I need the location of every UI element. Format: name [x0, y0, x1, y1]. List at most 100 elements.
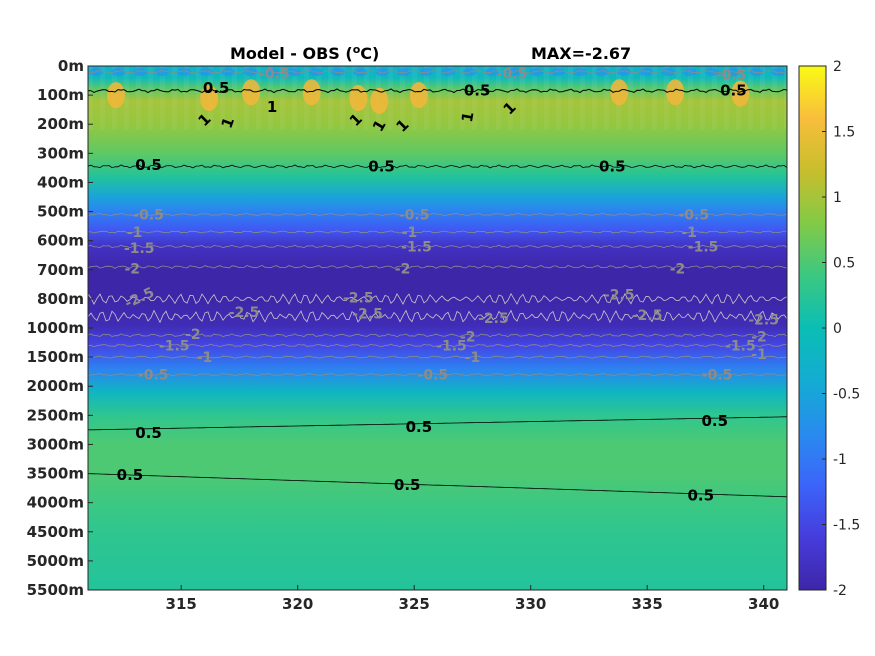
- field-streak: [268, 66, 273, 131]
- y-tick-label: 300m: [37, 144, 84, 162]
- plot-area: 0.5 0.5 0.511 1 1 1 1 1 10.5 0.5 0.5-0.5 -0.5 -0.5-0…: [87, 65, 788, 591]
- contour-label: -1.5: [124, 241, 155, 257]
- contour-label: -1: [465, 350, 481, 366]
- max-label: MAX=-2.67: [531, 44, 631, 63]
- surface-cell: [573, 68, 587, 76]
- y-tick-label: 100m: [37, 86, 84, 104]
- contour-label: 0.5: [688, 486, 715, 504]
- contour-lines: [88, 69, 787, 498]
- field-streak: [148, 66, 153, 131]
- field-streak: [436, 66, 441, 131]
- field-streak: [496, 66, 501, 131]
- colorbar-tick-label: 0.5: [833, 256, 855, 272]
- contour-label: -2: [670, 261, 686, 277]
- field-streak: [652, 66, 657, 131]
- field-streak: [580, 66, 585, 131]
- surface-cell: [419, 68, 433, 76]
- contour-label: -1.5: [725, 338, 756, 354]
- warm-anomaly: [666, 79, 685, 106]
- contour-line: [88, 355, 787, 359]
- field-streak: [760, 66, 765, 131]
- contour-line: [88, 309, 787, 324]
- field-streak: [712, 66, 717, 131]
- contour-label: -2.5: [343, 290, 374, 306]
- surface-cell: [639, 68, 653, 76]
- y-tick-label: 4000m: [27, 494, 84, 512]
- y-tick-label: 1000m: [27, 319, 84, 337]
- contour-label: -1.5: [159, 338, 190, 354]
- y-tick-label: 600m: [37, 232, 84, 250]
- field-streak: [640, 66, 645, 131]
- heatmap-field: [88, 66, 787, 590]
- warm-anomaly: [610, 79, 629, 106]
- contour-line: [88, 230, 787, 234]
- field-streak: [628, 66, 633, 131]
- contour-label: 0.5: [203, 79, 230, 97]
- contour-label: 1: [267, 98, 277, 116]
- surface-cell: [155, 68, 169, 76]
- y-tick-label: 5000m: [27, 552, 84, 570]
- field-streak: [160, 66, 165, 131]
- contour-label: -2.5: [478, 311, 509, 327]
- field-streak: [568, 66, 573, 131]
- surface-cell: [353, 68, 367, 76]
- field-streak: [532, 66, 537, 131]
- contour-line: [88, 473, 787, 498]
- contour-label: 0.5: [117, 466, 144, 484]
- field-streak: [508, 66, 513, 131]
- field-streak: [172, 66, 177, 131]
- contour-label: -0.5: [716, 68, 747, 84]
- x-tick-label: 335: [632, 595, 663, 613]
- field-streak: [460, 66, 465, 131]
- contour-label: -1: [127, 225, 143, 241]
- warm-anomaly: [370, 87, 389, 114]
- contour-label: -2: [395, 261, 411, 277]
- contour-label: 0.5: [135, 156, 162, 174]
- contour-label: -0.5: [138, 368, 169, 384]
- y-tick-label: 5500m: [27, 581, 84, 599]
- y-tick-label: 2500m: [27, 406, 84, 424]
- x-tick-label: 325: [399, 595, 430, 613]
- colorbar-tick-label: 2: [833, 59, 842, 75]
- x-tick-label: 320: [282, 595, 313, 613]
- colorbar-tick-label: 1.5: [833, 125, 855, 141]
- colorbar-tick-label: -1: [833, 452, 847, 468]
- contour-label: -1.5: [401, 239, 432, 255]
- colorbar-tick-label: -2: [833, 583, 847, 599]
- contour-label: 0.5: [599, 157, 626, 175]
- field-streak: [328, 66, 333, 131]
- surface-cell: [551, 68, 565, 76]
- contour-label: -2: [751, 330, 767, 346]
- y-tick-label: 1500m: [27, 348, 84, 366]
- chart-title: Model - OBS (oC): [230, 43, 379, 64]
- y-tick-label: 700m: [37, 261, 84, 279]
- contour-label: 0.5: [394, 476, 421, 494]
- contour-label: -0.5: [418, 368, 449, 384]
- warm-anomaly: [302, 79, 321, 106]
- surface-cell: [221, 68, 235, 76]
- contour-line: [88, 264, 787, 269]
- field-streak: [604, 66, 609, 131]
- contour-label: -2: [460, 330, 476, 346]
- field-streak: [124, 66, 129, 131]
- field-streak: [340, 66, 345, 131]
- y-tick-label: 0m: [58, 57, 84, 75]
- field-streak: [544, 66, 549, 131]
- contour-label: -0.5: [497, 66, 528, 82]
- surface-cell: [661, 68, 675, 76]
- contour-label: -2.5: [229, 305, 260, 321]
- contour-label: 0.5: [406, 418, 433, 436]
- surface-cell: [771, 68, 785, 76]
- warm-anomaly: [349, 85, 368, 112]
- field-streak: [556, 66, 561, 131]
- field-streak: [472, 66, 477, 131]
- contour-line: [88, 372, 787, 377]
- surface-cell: [375, 68, 389, 76]
- contour-line: [88, 333, 787, 338]
- x-axis: 315 320 325 330 335 340: [166, 585, 779, 613]
- surface-cell: [683, 68, 697, 76]
- colorbar-tick-label: 1: [833, 190, 842, 206]
- contour-label: -0.5: [259, 66, 290, 82]
- field-streak: [232, 66, 237, 131]
